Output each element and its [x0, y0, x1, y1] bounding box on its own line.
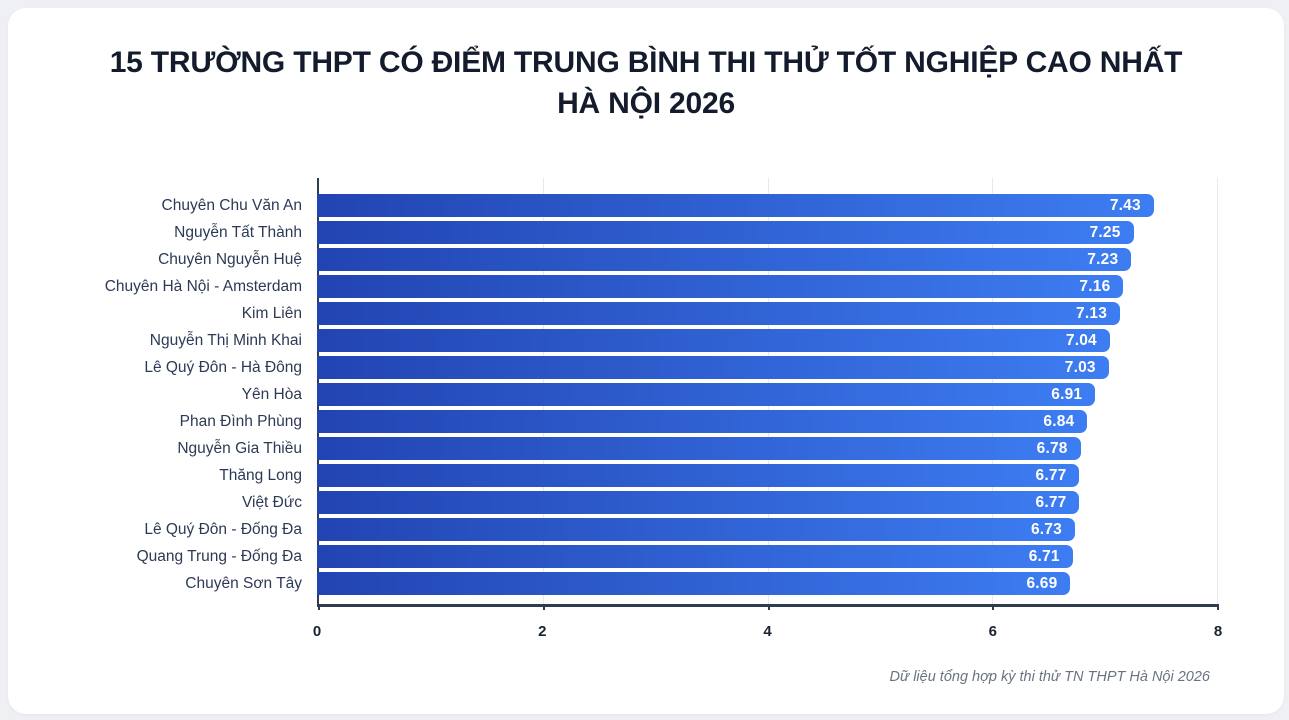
chart-row: Thăng Long 6.77	[8, 462, 1284, 489]
bar-track: 7.13	[317, 300, 1218, 327]
x-tick-label: 6	[988, 623, 997, 640]
category-label: Chuyên Hà Nội - Amsterdam	[104, 277, 302, 295]
value-label: 6.77	[1035, 493, 1067, 511]
category-label: Chuyên Chu Văn An	[161, 196, 302, 214]
value-label: 6.69	[1026, 574, 1058, 592]
bar: 6.91	[317, 382, 1096, 407]
value-label: 7.16	[1079, 277, 1111, 295]
value-label: 6.84	[1043, 412, 1075, 430]
category-label: Nguyễn Thị Minh Khai	[149, 331, 302, 349]
value-label: 7.13	[1076, 304, 1108, 322]
category-label: Nguyễn Tất Thành	[174, 223, 302, 241]
value-label: 7.23	[1087, 250, 1119, 268]
chart-row: Việt Đức 6.77	[8, 489, 1284, 516]
value-label: 7.25	[1089, 223, 1121, 241]
chart-row: Chuyên Nguyễn Huệ 7.23	[8, 246, 1284, 273]
chart-row: Nguyễn Gia Thiều 6.78	[8, 435, 1284, 462]
bar-track: 6.77	[317, 489, 1218, 516]
category-label: Việt Đức	[241, 493, 302, 511]
bar: 6.77	[317, 490, 1080, 515]
chart-row: Lê Quý Đôn - Đống Đa 6.73	[8, 516, 1284, 543]
value-label: 6.73	[1030, 520, 1062, 538]
category-label: Thăng Long	[219, 466, 302, 484]
category-label: Quang Trung - Đống Đa	[136, 547, 302, 565]
chart-row: Lê Quý Đôn - Hà Đông 7.03	[8, 354, 1284, 381]
category-label: Yên Hòa	[241, 385, 302, 403]
bar-track: 6.69	[317, 570, 1218, 597]
bar-track: 6.78	[317, 435, 1218, 462]
chart-title-line-1: 15 TRƯỜNG THPT CÓ ĐIỂM TRUNG BÌNH THI TH…	[109, 46, 1183, 79]
bar: 6.77	[317, 463, 1080, 488]
bar: 7.13	[317, 301, 1121, 326]
bar-track: 6.71	[317, 543, 1218, 570]
bar: 7.04	[317, 328, 1110, 353]
bar: 6.73	[317, 517, 1075, 542]
chart-rows: Chuyên Chu Văn An 7.43 Nguyễn Tất Thành 7.2…	[8, 192, 1284, 597]
chart-card: 15 TRƯỜNG THPT CÓ ĐIỂM TRUNG BÌNH THI TH…	[8, 8, 1284, 714]
bar-track: 7.16	[317, 273, 1218, 300]
bar: 7.43	[317, 193, 1154, 218]
value-label: 6.77	[1035, 466, 1067, 484]
value-label: 6.78	[1036, 439, 1068, 457]
x-axis-tick-mark	[992, 604, 995, 610]
chart-row: Kim Liên 7.13	[8, 300, 1284, 327]
value-label: 7.04	[1065, 331, 1097, 349]
category-label: Nguyễn Gia Thiều	[177, 439, 302, 457]
value-label: 7.03	[1064, 358, 1096, 376]
x-axis-tick-mark	[542, 604, 545, 610]
bar: 7.03	[317, 355, 1109, 380]
category-label: Phan Đình Phùng	[179, 412, 302, 430]
bar-track: 6.77	[317, 462, 1218, 489]
value-label: 6.71	[1028, 547, 1060, 565]
x-axis-tick-mark	[767, 604, 770, 610]
bar: 7.16	[317, 274, 1124, 299]
value-label: 6.91	[1051, 385, 1083, 403]
bar-track: 7.43	[317, 192, 1218, 219]
bar: 7.25	[317, 220, 1134, 245]
bar: 6.84	[317, 409, 1088, 434]
bar: 6.78	[317, 436, 1081, 461]
bar-chart: Chuyên Chu Văn An 7.43 Nguyễn Tất Thành 7.2…	[8, 178, 1284, 647]
chart-row: Yên Hòa 6.91	[8, 381, 1284, 408]
chart-row: Phan Đình Phùng 6.84	[8, 408, 1284, 435]
category-label: Kim Liên	[241, 304, 302, 322]
bar-track: 7.25	[317, 219, 1218, 246]
category-label: Lê Quý Đôn - Hà Đông	[144, 358, 302, 376]
chart-title: 15 TRƯỜNG THPT CÓ ĐIỂM TRUNG BÌNH THI TH…	[38, 42, 1254, 124]
bar-track: 7.03	[317, 354, 1218, 381]
category-label: Chuyên Sơn Tây	[185, 574, 302, 592]
plot-area: Chuyên Chu Văn An 7.43 Nguyễn Tất Thành 7.2…	[8, 178, 1284, 610]
bar-track: 7.23	[317, 246, 1218, 273]
chart-row: Chuyên Chu Văn An 7.43	[8, 192, 1284, 219]
x-tick-label: 8	[1213, 623, 1223, 640]
x-tick-label: 4	[763, 623, 772, 640]
chart-title-line-2: HÀ NỘI 2026	[557, 87, 735, 120]
bar: 6.69	[317, 571, 1071, 596]
x-tick-label: 0	[312, 623, 322, 640]
chart-row: Nguyễn Tất Thành 7.25	[8, 219, 1284, 246]
category-label: Chuyên Nguyễn Huệ	[158, 250, 302, 268]
bar-track: 6.84	[317, 408, 1218, 435]
bar-track: 7.04	[317, 327, 1218, 354]
category-label: Lê Quý Đôn - Đống Đa	[144, 520, 302, 538]
chart-row: Chuyên Sơn Tây 6.69	[8, 570, 1284, 597]
bar: 7.23	[317, 247, 1132, 272]
x-axis-tick-labels: 0 2 4 6 8	[313, 607, 1222, 647]
value-label: 7.43	[1109, 196, 1141, 214]
x-axis-tick-mark	[318, 604, 320, 610]
x-tick-label: 2	[538, 623, 547, 640]
source-note: Dữ liệu tổng hợp kỳ thi thử TN THPT Hà N…	[889, 669, 1211, 685]
gridline	[1217, 178, 1218, 604]
chart-row: Quang Trung - Đống Đa 6.71	[8, 543, 1284, 570]
x-axis-tick-mark	[1217, 604, 1219, 610]
chart-row: Nguyễn Thị Minh Khai 7.04	[8, 327, 1284, 354]
bar: 6.71	[317, 544, 1073, 569]
chart-row: Chuyên Hà Nội - Amsterdam 7.16	[8, 273, 1284, 300]
bar-track: 6.91	[317, 381, 1218, 408]
bar-track: 6.73	[317, 516, 1218, 543]
